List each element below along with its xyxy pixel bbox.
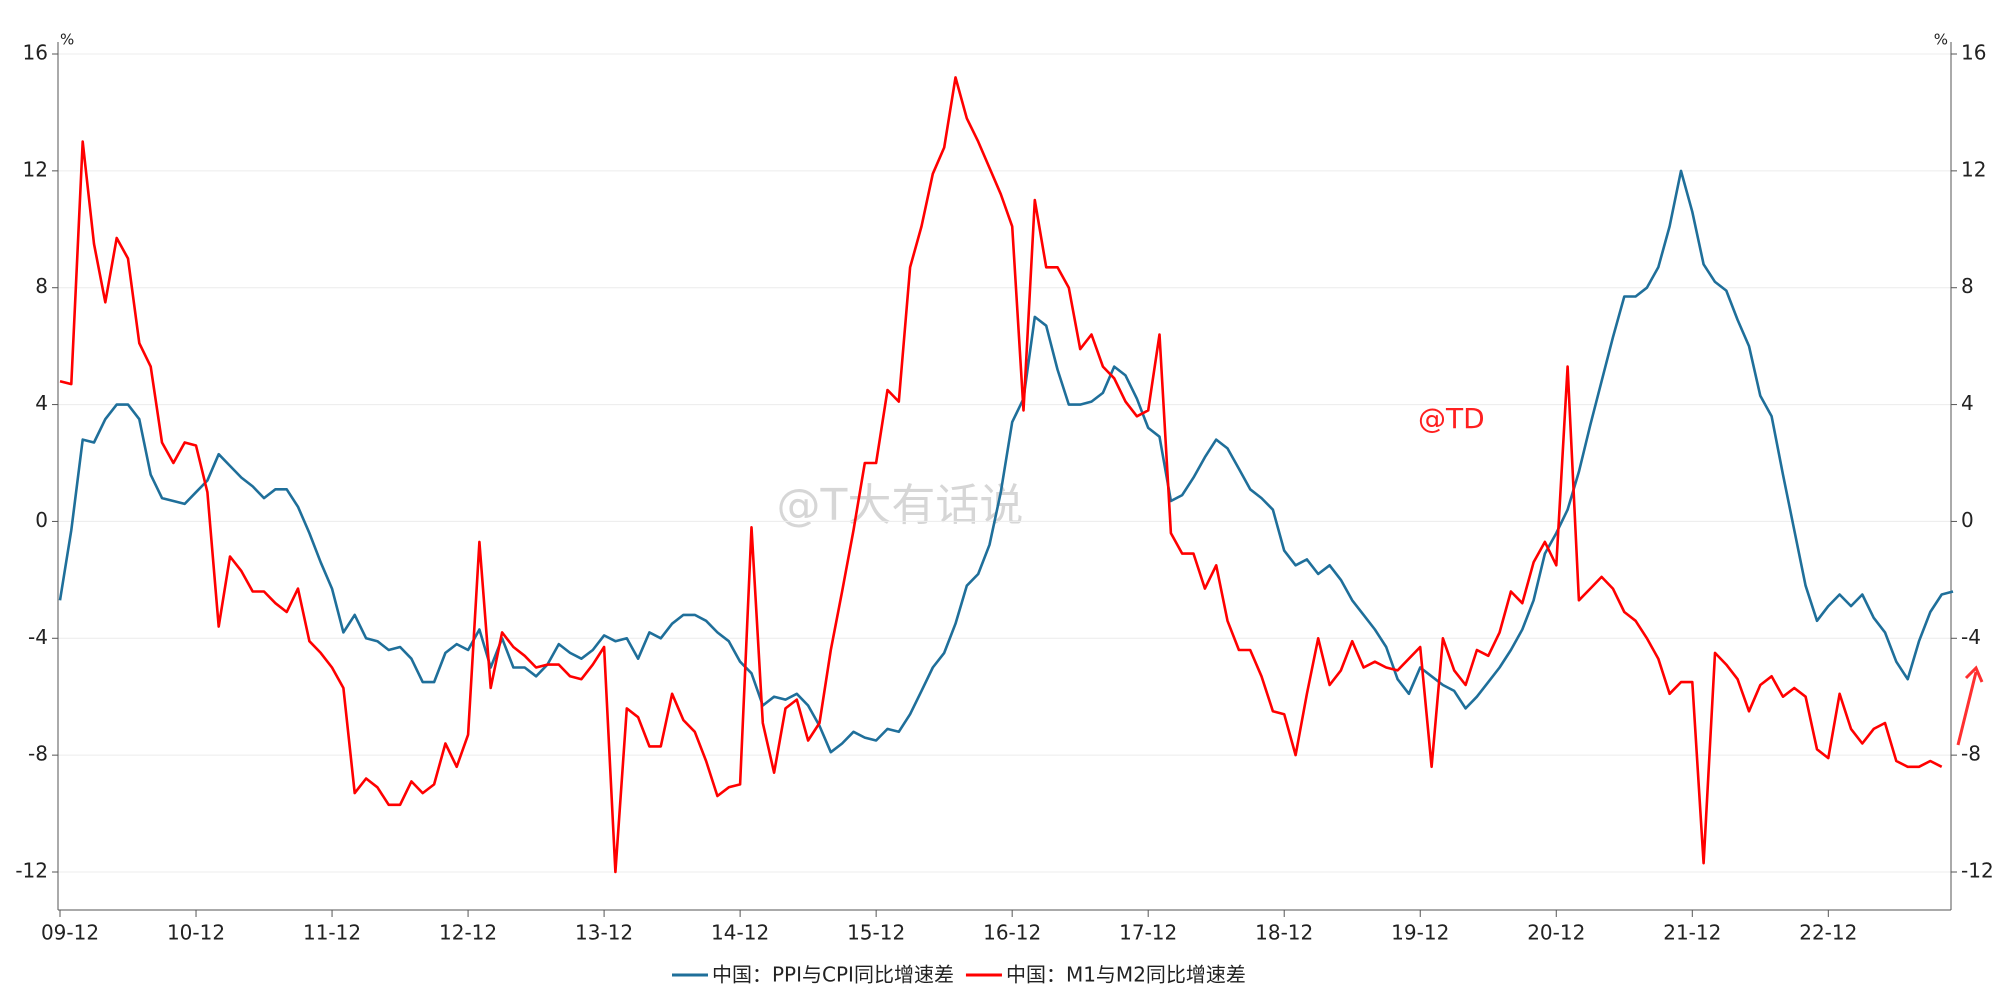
y2-tick-label: 0 — [1961, 508, 1974, 532]
x-tick-label: 14-12 — [711, 921, 769, 945]
y2-tick-label: 4 — [1961, 391, 1974, 415]
watermark: @T大有话说 — [777, 480, 1024, 531]
x-tick-label: 10-12 — [167, 921, 225, 945]
y-tick-label: -12 — [15, 859, 48, 883]
y-tick-label: 8 — [35, 274, 48, 298]
y-tick-label: 0 — [35, 508, 48, 532]
line — [59, 76, 1943, 874]
y-unit: % — [60, 31, 74, 49]
x-tick-label: 19-12 — [1391, 921, 1449, 945]
y2-tick-label: -4 — [1961, 625, 1981, 649]
y2-unit: % — [1934, 31, 1948, 49]
x-tick-label: 17-12 — [1119, 921, 1177, 945]
y-tick-label: -4 — [28, 625, 48, 649]
x-tick-label: 15-12 — [847, 921, 905, 945]
x-tick-label: 20-12 — [1527, 921, 1585, 945]
x-tick-label: 22-12 — [1799, 921, 1857, 945]
arrow — [1956, 665, 1984, 746]
y-tick-label: 16 — [23, 41, 48, 65]
annotation: @TD — [1418, 402, 1485, 435]
y2-tick-label: 16 — [1961, 41, 1986, 65]
x-tick-label: 09-12 — [41, 921, 99, 945]
x-tick-label: 16-12 — [983, 921, 1041, 945]
x-tick-label: 13-12 — [575, 921, 633, 945]
x-tick-label: 18-12 — [1255, 921, 1313, 945]
legend-label: 中国：PPI与CPI同比增速差 — [712, 963, 954, 987]
legend-label: 中国：M1与M2同比增速差 — [1006, 963, 1246, 987]
y2-tick-label: -12 — [1961, 859, 1994, 883]
x-tick-label: 12-12 — [439, 921, 497, 945]
line — [58, 169, 1954, 754]
x-tick-label: 11-12 — [303, 921, 361, 945]
x-tick-label: 21-12 — [1663, 921, 1721, 945]
y2-tick-label: 12 — [1961, 157, 1986, 181]
y2-tick-label: 8 — [1961, 274, 1974, 298]
y-tick-label: 12 — [23, 157, 48, 181]
y-tick-label: 4 — [35, 391, 48, 415]
y-tick-label: -8 — [28, 742, 48, 766]
y2-tick-label: -8 — [1961, 742, 1981, 766]
